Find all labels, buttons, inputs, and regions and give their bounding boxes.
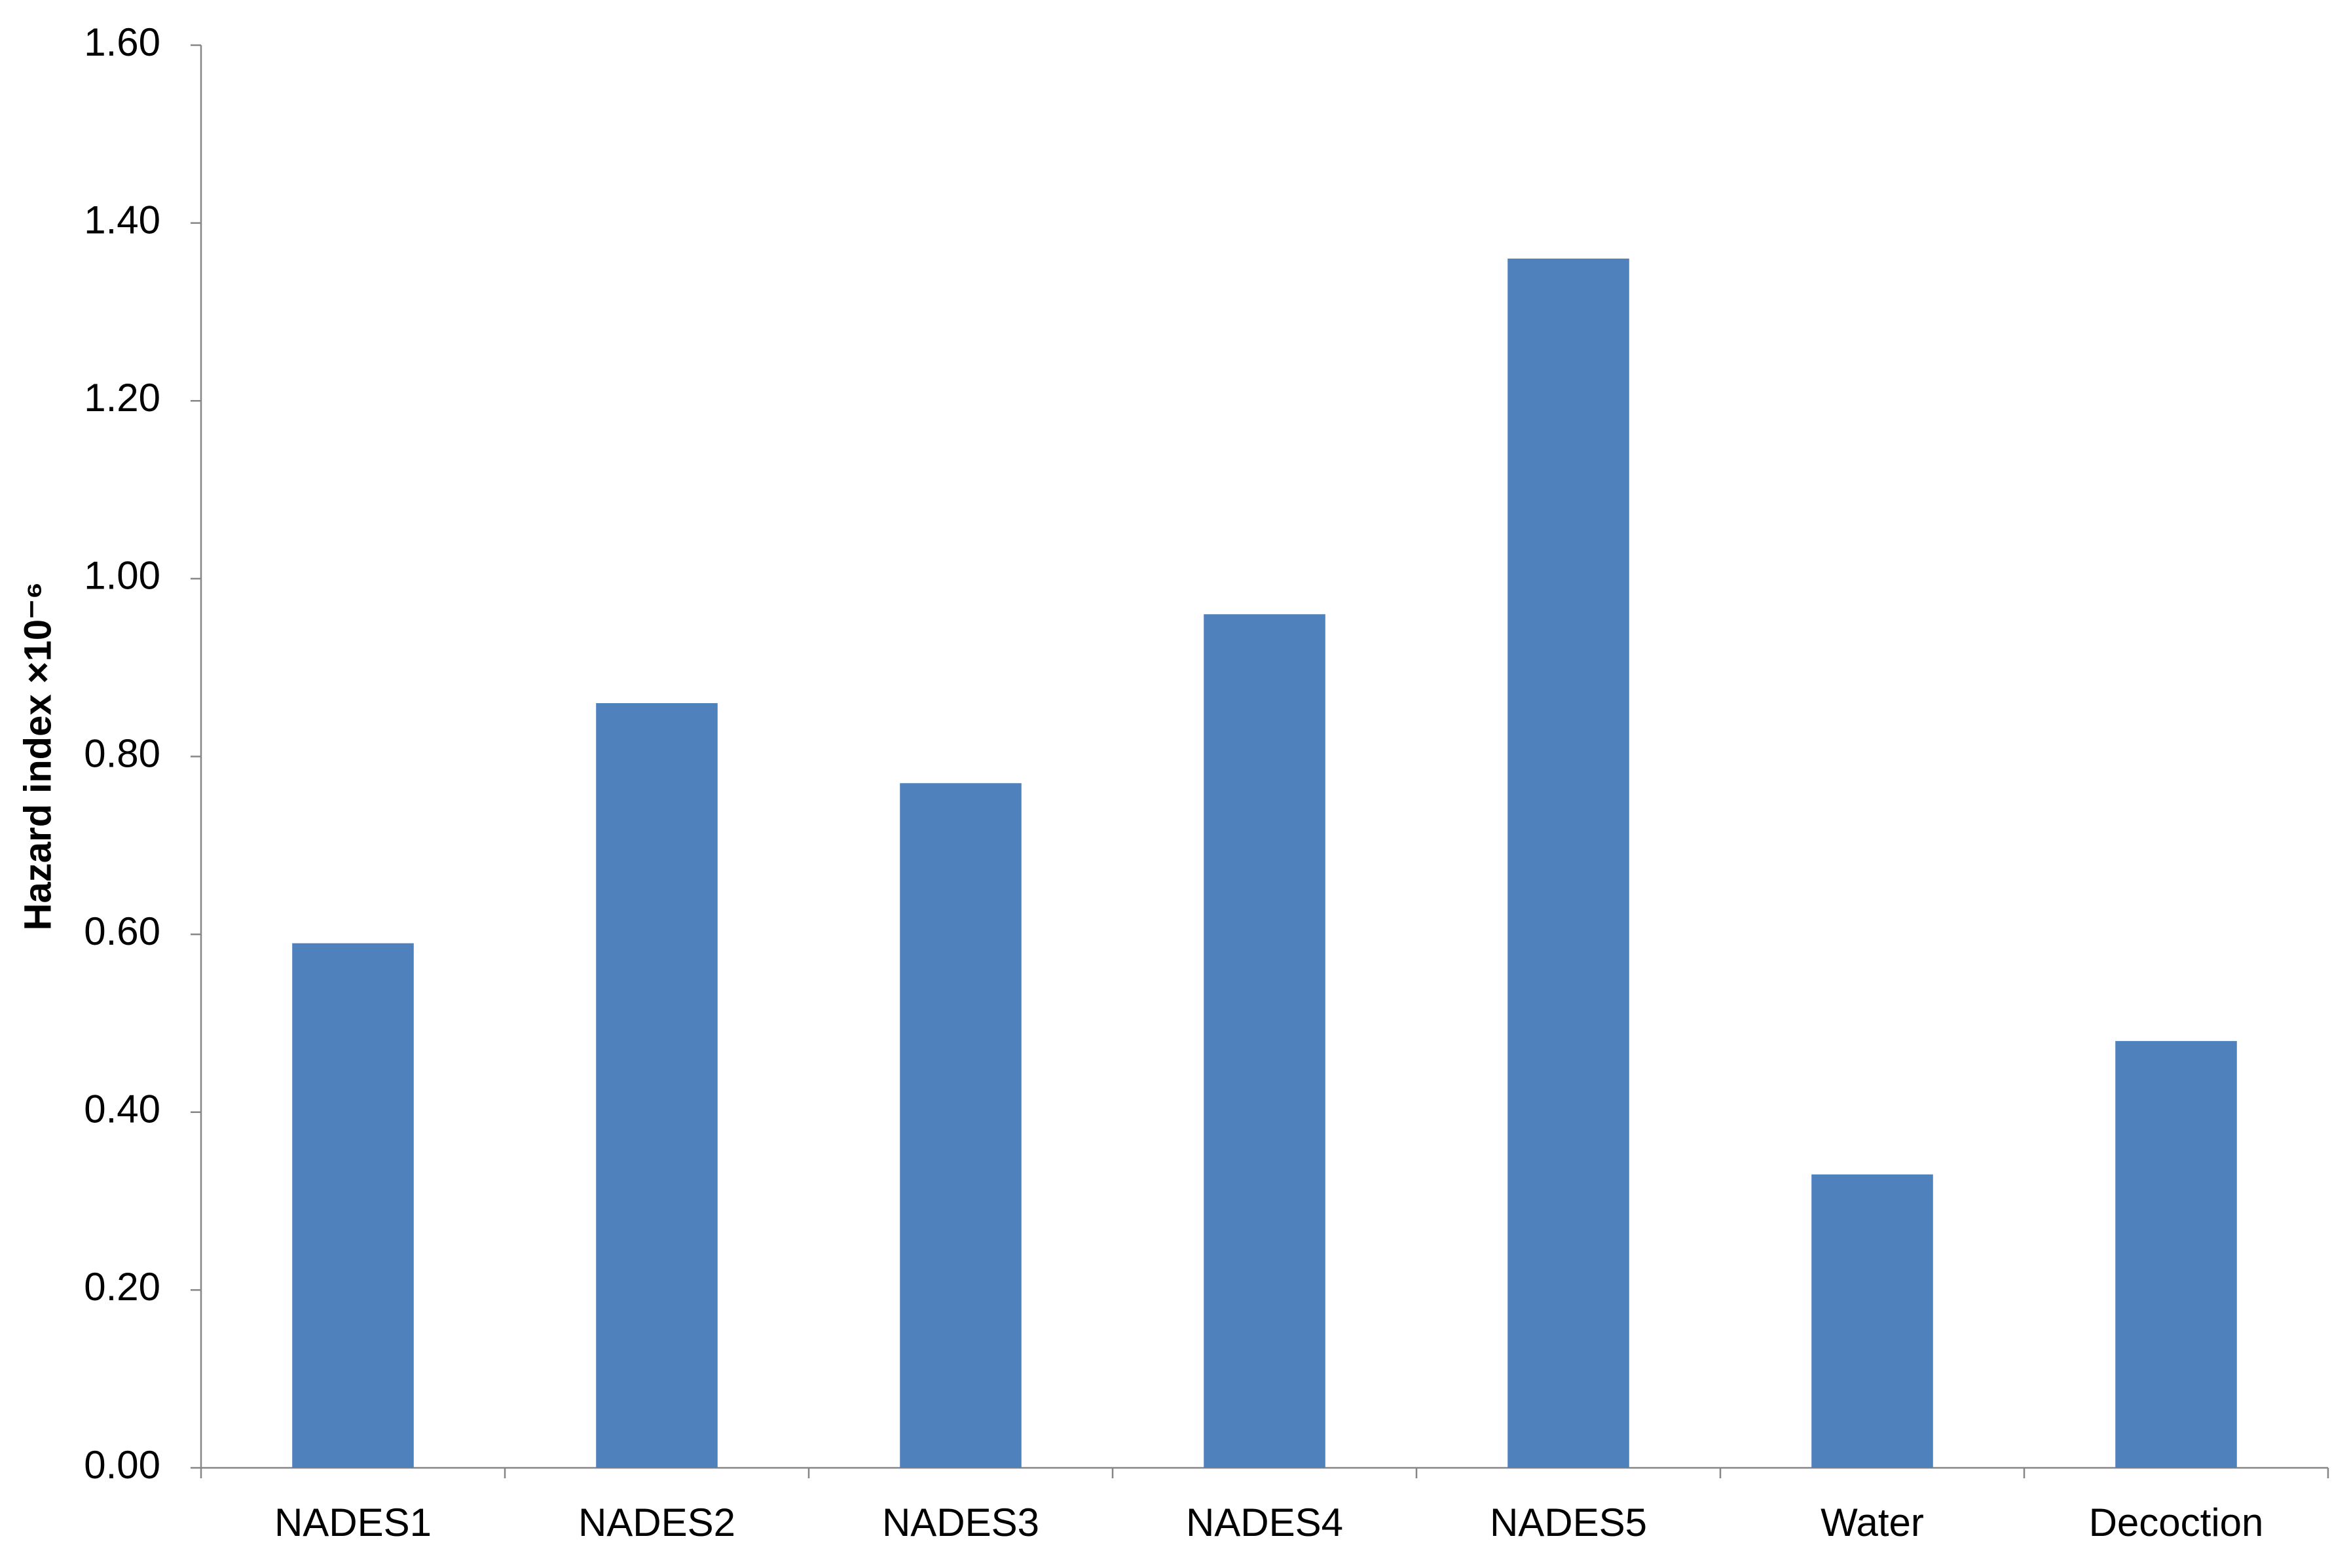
bar xyxy=(1811,1174,1933,1468)
x-tick-label: NADES1 xyxy=(274,1501,432,1544)
y-tick-label: 1.60 xyxy=(84,20,160,64)
bar xyxy=(596,703,718,1468)
y-tick-label: 1.00 xyxy=(84,554,160,598)
x-tick-label: NADES3 xyxy=(882,1501,1039,1544)
x-tick-label: Water xyxy=(1821,1501,1924,1544)
bar xyxy=(900,783,1022,1468)
y-tick-label: 1.40 xyxy=(84,198,160,242)
y-tick-label: 0.40 xyxy=(84,1087,160,1131)
y-tick-label: 0.00 xyxy=(84,1443,160,1487)
bar xyxy=(1204,614,1325,1468)
y-tick-label: 0.20 xyxy=(84,1265,160,1309)
x-tick-label: NADES2 xyxy=(578,1501,735,1544)
x-tick-label: NADES4 xyxy=(1186,1501,1343,1544)
y-tick-label: 1.20 xyxy=(84,376,160,420)
y-tick-label: 0.80 xyxy=(84,731,160,775)
x-tick-label: Decoction xyxy=(2089,1501,2264,1544)
x-tick-label: NADES5 xyxy=(1490,1501,1647,1544)
bar xyxy=(2115,1041,2237,1468)
bar xyxy=(292,943,414,1468)
y-axis-title: Hazard index ×10⁻⁶ xyxy=(16,582,59,931)
y-tick-label: 0.60 xyxy=(84,909,160,953)
bar xyxy=(1507,258,1629,1468)
